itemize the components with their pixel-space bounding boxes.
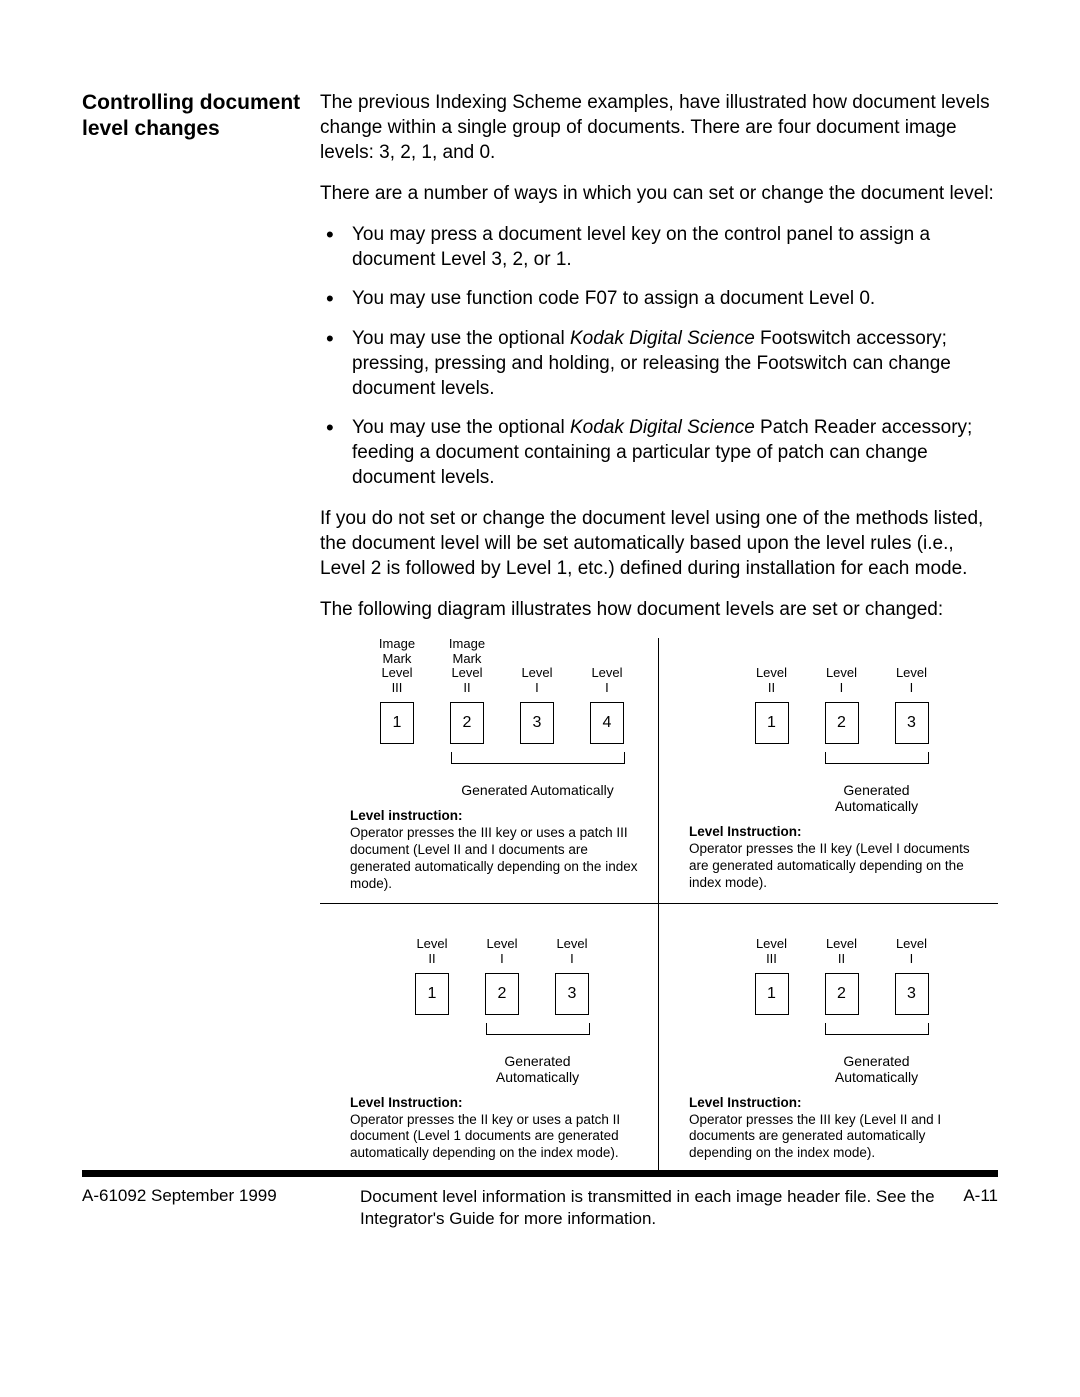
- footer-page-number: A-11: [963, 1186, 998, 1206]
- panel-instruction: Level instruction: Operator presses the I…: [350, 808, 648, 892]
- bracket: [451, 752, 625, 764]
- bracket: [825, 1023, 929, 1035]
- generated-label: Generated Automatically: [466, 1053, 610, 1085]
- column-label: Level I: [826, 644, 857, 696]
- diagram-columns: Level II 1 Level I 2 Level I 3: [356, 915, 648, 1015]
- product-name: Kodak Digital Science: [570, 328, 755, 349]
- panel-instruction: Level Instruction: Operator presses the I…: [689, 824, 988, 892]
- generated-label: Generated Automatically: [431, 782, 645, 798]
- diagram-column: Level II 1: [408, 915, 456, 1015]
- diagram-column: Level I 3: [513, 644, 561, 744]
- diagram-column: Level I 4: [583, 644, 631, 744]
- column-box: 2: [825, 973, 859, 1015]
- diagram-columns: Image Mark Level III1Image Mark Level II…: [356, 644, 648, 744]
- instruction-body: Operator presses the III key (Level II a…: [689, 1112, 988, 1163]
- column-box: 3: [520, 702, 554, 744]
- bracket: [825, 752, 929, 764]
- instruction-title: Level instruction:: [350, 808, 463, 823]
- column-box: 3: [895, 973, 929, 1015]
- column-box: 1: [415, 973, 449, 1015]
- paragraph: The following diagram illustrates how do…: [320, 597, 998, 622]
- text: You may use the optional: [352, 417, 570, 438]
- column-box: 2: [485, 973, 519, 1015]
- diagram-panel: Level III 1 Level II 2 Level I 3 Generated Aut…: [659, 903, 998, 1173]
- text: You may use the optional: [352, 328, 570, 349]
- diagram-column: Level I 2: [818, 644, 866, 744]
- section-body: The previous Indexing Scheme examples, h…: [320, 90, 998, 638]
- instruction-body: Operator presses the III key or uses a p…: [350, 825, 648, 893]
- diagram-column: Image Mark Level II 2: [443, 644, 491, 744]
- generated-label: Generated Automatically: [805, 782, 949, 814]
- column-box: 1: [380, 702, 414, 744]
- instruction-title: Level Instruction:: [350, 1095, 463, 1110]
- diagram-panel: Level II 1 Level I 2 Level I 3 Generated Autom…: [659, 638, 998, 902]
- diagram-panel: Level II 1 Level I 2 Level I 3 Generated Autom…: [320, 903, 659, 1173]
- paragraph: The previous Indexing Scheme examples, h…: [320, 90, 998, 165]
- diagram-panel: Image Mark Level III1Image Mark Level II…: [320, 638, 659, 902]
- section-heading: Controlling document level changes: [82, 90, 320, 143]
- footer-doc-id: A-61092 September 1999: [82, 1186, 277, 1206]
- list-item: You may use function code F07 to assign …: [348, 286, 998, 311]
- diagram-column: Level I 2: [478, 915, 526, 1015]
- diagram-column: Level II 2: [818, 915, 866, 1015]
- diagram-column: Level I 3: [888, 644, 936, 744]
- diagram-columns: Level II 1 Level I 2 Level I 3: [695, 644, 988, 744]
- column-box: 1: [755, 973, 789, 1015]
- column-label: Image Mark Level II: [449, 644, 485, 696]
- diagram-column: Level II 1: [748, 644, 796, 744]
- page-footer: A-61092 September 1999 A-11: [82, 1186, 998, 1206]
- instruction-title: Level Instruction:: [689, 1095, 802, 1110]
- section: Controlling document level changes The p…: [82, 90, 998, 638]
- diagram: Image Mark Level III1Image Mark Level II…: [320, 638, 998, 1172]
- column-box: 2: [450, 702, 484, 744]
- column-label: Level I: [521, 644, 552, 696]
- column-label: Level II: [756, 644, 787, 696]
- list-item: You may use the optional Kodak Digital S…: [348, 326, 998, 401]
- diagram-column: Level I 3: [548, 915, 596, 1015]
- instruction-body: Operator presses the II key or uses a pa…: [350, 1112, 648, 1163]
- column-label: Level I: [486, 915, 517, 967]
- bullet-list: You may press a document level key on th…: [320, 222, 998, 490]
- panel-instruction: Level Instruction: Operator presses the I…: [350, 1095, 648, 1163]
- column-box: 3: [555, 973, 589, 1015]
- page-content: Controlling document level changes The p…: [82, 90, 998, 1230]
- column-box: 2: [825, 702, 859, 744]
- column-label: Level III: [756, 915, 787, 967]
- list-item: You may press a document level key on th…: [348, 222, 998, 272]
- diagram-column: Level I 3: [888, 915, 936, 1015]
- column-box: 4: [590, 702, 624, 744]
- paragraph: There are a number of ways in which you …: [320, 181, 998, 206]
- paragraph: If you do not set or change the document…: [320, 506, 998, 581]
- column-label: Level II: [826, 915, 857, 967]
- column-label: Image Mark Level III: [379, 644, 415, 696]
- column-label: Level I: [896, 644, 927, 696]
- bracket: [486, 1023, 590, 1035]
- instruction-body: Operator presses the II key (Level I doc…: [689, 841, 988, 892]
- diagram-column: Image Mark Level III 1: [373, 644, 421, 744]
- product-name: Kodak Digital Science: [570, 417, 755, 438]
- panel-instruction: Level Instruction: Operator presses the I…: [689, 1095, 988, 1163]
- generated-label: Generated Automatically: [805, 1053, 949, 1085]
- column-box: 3: [895, 702, 929, 744]
- column-label: Level I: [591, 644, 622, 696]
- diagram-column: Level III 1: [748, 915, 796, 1015]
- list-item: You may use the optional Kodak Digital S…: [348, 415, 998, 490]
- diagram-columns: Level III 1 Level II 2 Level I 3: [695, 915, 988, 1015]
- footer-rule: [82, 1170, 998, 1177]
- column-label: Level I: [556, 915, 587, 967]
- instruction-title: Level Instruction:: [689, 824, 802, 839]
- column-label: Level II: [416, 915, 447, 967]
- column-box: 1: [755, 702, 789, 744]
- column-label: Level I: [896, 915, 927, 967]
